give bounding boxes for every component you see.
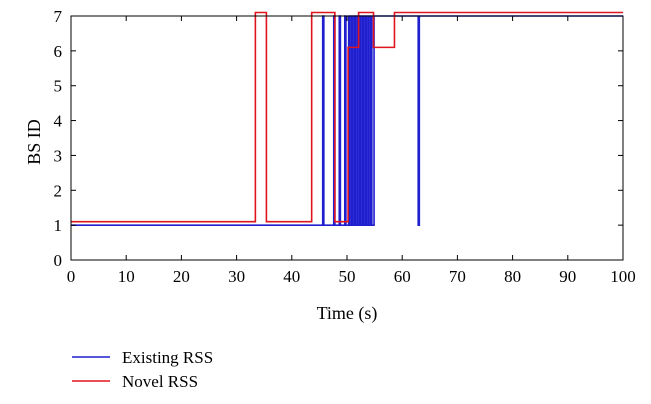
- legend-label-2: Novel RSS: [122, 372, 198, 391]
- x-tick-label-50: 50: [339, 267, 356, 286]
- y-tick-label-6: 6: [54, 42, 63, 61]
- y-axis-label: BS ID: [24, 119, 44, 165]
- y-tick-label-3: 3: [54, 146, 63, 165]
- x-tick-label-80: 80: [504, 267, 521, 286]
- x-tick-label-20: 20: [173, 267, 190, 286]
- x-tick-label-10: 10: [118, 267, 135, 286]
- x-tick-label-30: 30: [228, 267, 245, 286]
- y-tick-label-5: 5: [54, 77, 63, 96]
- x-tick-label-60: 60: [394, 267, 411, 286]
- y-tick-label-2: 2: [54, 181, 63, 200]
- axes-ticks: [70, 15, 624, 261]
- x-tick-label-70: 70: [449, 267, 466, 286]
- x-tick-label-40: 40: [283, 267, 300, 286]
- legend: Existing RSS Novel RSS: [72, 348, 213, 391]
- y-tick-label-7: 7: [54, 7, 63, 26]
- x-tick-label-90: 90: [559, 267, 576, 286]
- y-tick-label-1: 1: [54, 216, 63, 235]
- x-tick-label-0: 0: [67, 267, 76, 286]
- series-line-1: [71, 15, 623, 226]
- plot-series: [71, 11, 623, 226]
- tick-labels: 0 10 20 30 40 50 60 70 80 90 100 0 1 2 3 4 5 6 7: [54, 7, 636, 286]
- x-tick-label-100: 100: [610, 267, 636, 286]
- y-tick-label-4: 4: [54, 112, 63, 131]
- x-axis-label: Time (s): [317, 303, 378, 324]
- y-tick-label-0: 0: [54, 251, 63, 270]
- legend-label-1: Existing RSS: [122, 348, 213, 367]
- series-line-2: [71, 11, 623, 223]
- plot-frame: [70, 15, 624, 261]
